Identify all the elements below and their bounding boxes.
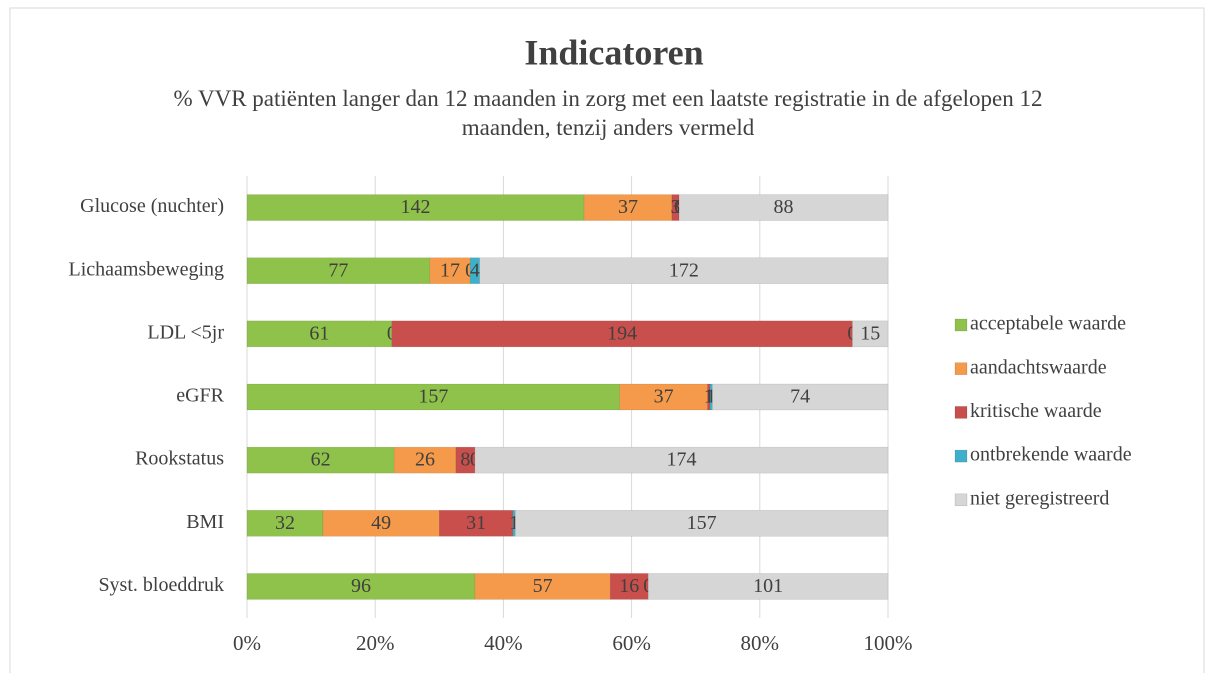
bar-segment bbox=[246, 194, 585, 221]
bar-segment bbox=[246, 320, 393, 348]
data-label: 26 bbox=[415, 449, 435, 471]
legend-label: ontbrekende waarde bbox=[970, 444, 1132, 466]
y-tick-label: Lichaamsbeweging bbox=[69, 258, 225, 280]
y-tick-label: eGFR bbox=[176, 385, 224, 407]
bar-segment bbox=[712, 383, 889, 411]
legend-label: aandachtswaarde bbox=[970, 356, 1107, 378]
bar-segment bbox=[583, 194, 673, 221]
data-label: 1 bbox=[509, 512, 519, 534]
legend-label: niet geregistreerd bbox=[970, 487, 1109, 509]
y-tick-label: Rookstatus bbox=[135, 448, 224, 470]
bar-segment bbox=[474, 573, 611, 600]
bar-segment bbox=[246, 446, 395, 474]
x-tick-label: 60% bbox=[612, 631, 651, 655]
x-tick-label: 80% bbox=[741, 631, 780, 655]
bar-segment bbox=[852, 320, 889, 348]
y-tick-label: LDL <5jr bbox=[147, 321, 224, 343]
data-label: 8 bbox=[460, 449, 470, 471]
data-label: 37 bbox=[618, 196, 638, 218]
data-label: 15 bbox=[860, 322, 880, 344]
data-label: 1 bbox=[706, 386, 716, 408]
data-label: 77 bbox=[328, 259, 348, 281]
x-tick-label: 0% bbox=[233, 631, 261, 655]
bar-segment bbox=[393, 446, 457, 474]
data-label: 96 bbox=[351, 575, 371, 597]
data-label: 31 bbox=[466, 512, 486, 534]
bar-segment bbox=[439, 510, 514, 537]
bar-segment bbox=[246, 257, 431, 284]
data-label: 62 bbox=[311, 449, 331, 471]
bar-segment bbox=[479, 257, 889, 284]
data-label: 157 bbox=[687, 512, 717, 534]
bar-segment bbox=[515, 510, 889, 537]
legend-swatch bbox=[954, 406, 968, 419]
data-label: 37 bbox=[654, 386, 674, 408]
data-label: 172 bbox=[669, 259, 699, 281]
bar-segment bbox=[619, 383, 708, 411]
y-tick-label: Glucose (nuchter) bbox=[80, 195, 224, 217]
bar-segment bbox=[678, 194, 889, 221]
legend-swatch bbox=[954, 449, 968, 463]
legend-label: acceptabele waarde bbox=[970, 313, 1126, 335]
data-label: 142 bbox=[401, 196, 431, 218]
data-label: 32 bbox=[275, 512, 295, 534]
bar-segment bbox=[322, 510, 440, 537]
data-label: 16 bbox=[619, 575, 639, 597]
data-label: 101 bbox=[753, 575, 783, 597]
data-label: 88 bbox=[774, 196, 794, 218]
y-tick-label: BMI bbox=[186, 511, 224, 533]
chart-title: Indicatoren bbox=[524, 32, 703, 72]
data-label: 61 bbox=[309, 322, 329, 344]
bar-segment bbox=[391, 320, 853, 348]
legend-swatch bbox=[954, 493, 968, 507]
data-label: 157 bbox=[418, 386, 448, 408]
x-tick-label: 100% bbox=[864, 631, 913, 655]
data-label: 174 bbox=[666, 449, 696, 471]
data-label: 57 bbox=[533, 575, 553, 597]
bar-segment bbox=[246, 573, 476, 600]
data-label: 4 bbox=[470, 259, 480, 281]
legend-swatch bbox=[954, 318, 968, 332]
bar-segment bbox=[246, 510, 324, 537]
bar-segment bbox=[647, 573, 889, 600]
data-label: 49 bbox=[371, 512, 391, 534]
chart-subtitle: % VVR patiënten langer dan 12 maanden in… bbox=[173, 86, 1043, 140]
data-label: 17 bbox=[440, 259, 460, 281]
data-label: 1 bbox=[704, 386, 714, 408]
bar-segment bbox=[609, 573, 649, 600]
y-tick-label: Syst. bloeddruk bbox=[98, 574, 224, 596]
legend-label: kritische waarde bbox=[970, 400, 1102, 422]
x-tick-label: 20% bbox=[356, 631, 395, 655]
data-label: 74 bbox=[790, 386, 810, 408]
x-tick-label: 40% bbox=[484, 631, 523, 655]
bar-segment bbox=[474, 446, 889, 474]
data-label: 3 bbox=[671, 196, 681, 218]
data-label: 194 bbox=[607, 322, 637, 344]
legend-swatch bbox=[954, 362, 968, 375]
